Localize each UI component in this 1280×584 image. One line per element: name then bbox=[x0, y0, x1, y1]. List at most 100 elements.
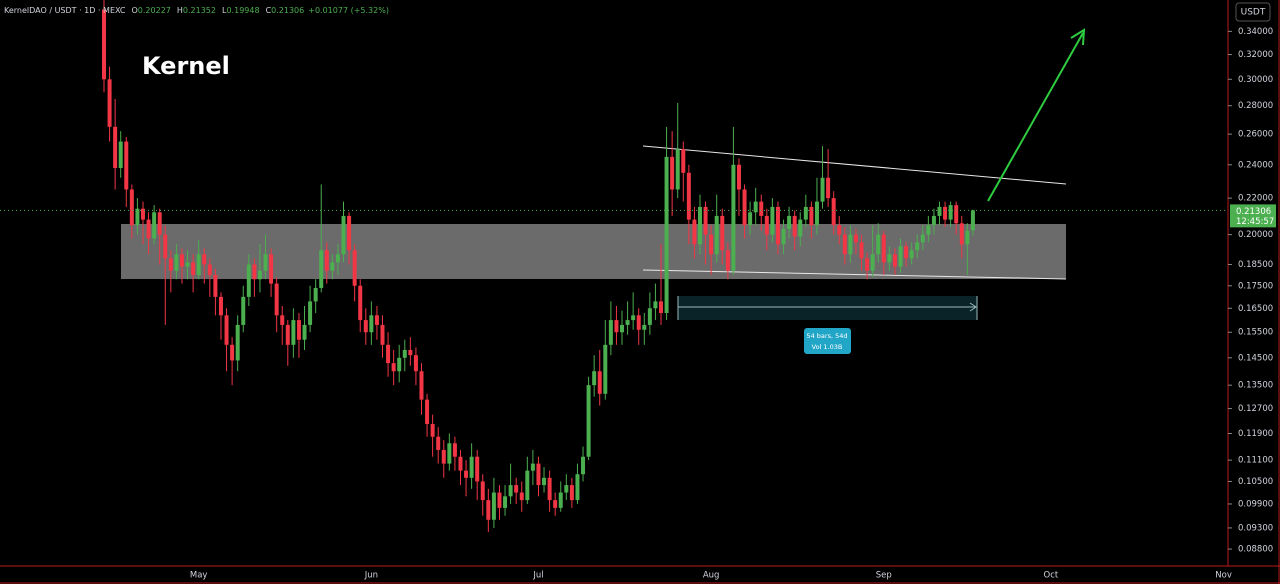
candle-body bbox=[347, 215, 352, 251]
currency-box[interactable] bbox=[1235, 2, 1271, 22]
candle-body bbox=[514, 485, 519, 493]
candle-body bbox=[475, 456, 480, 482]
x-tick-label: May bbox=[190, 571, 208, 581]
candle-body bbox=[503, 496, 508, 508]
candle-body bbox=[764, 215, 769, 235]
candle-body bbox=[625, 320, 630, 325]
candle-body bbox=[697, 206, 702, 245]
candle-body bbox=[146, 219, 151, 239]
wedge-top bbox=[642, 145, 1067, 185]
candle-body bbox=[425, 399, 430, 424]
y-tick-label: 0.14500 bbox=[1238, 353, 1273, 363]
candle-body bbox=[369, 315, 374, 333]
candle-body bbox=[965, 230, 970, 245]
ohlc-key: H bbox=[177, 6, 183, 15]
candle-body bbox=[720, 215, 725, 251]
candle-body bbox=[820, 177, 825, 202]
candle-body bbox=[452, 443, 457, 457]
candle-body bbox=[196, 254, 201, 275]
candle-body bbox=[174, 254, 179, 271]
x-tick-label: Jun bbox=[364, 571, 378, 581]
candle-body bbox=[642, 324, 647, 330]
candle-body bbox=[859, 242, 864, 259]
y-tick-label: 0.09900 bbox=[1238, 499, 1273, 509]
candle-body bbox=[246, 264, 251, 297]
candle-body bbox=[324, 250, 329, 271]
candle-body bbox=[681, 149, 686, 173]
candle-body bbox=[870, 254, 875, 271]
candle-body bbox=[129, 189, 134, 226]
measure-range bbox=[678, 296, 977, 320]
candle-body bbox=[608, 320, 613, 345]
candle-body bbox=[564, 485, 569, 493]
measure-bars: 54 bars, 54d bbox=[806, 332, 847, 340]
candle-body bbox=[358, 285, 363, 321]
candle-body bbox=[191, 262, 196, 275]
candle-body bbox=[525, 470, 530, 501]
candle-body bbox=[709, 234, 714, 255]
candle-body bbox=[664, 156, 669, 313]
y-tick-label: 0.20000 bbox=[1238, 230, 1273, 240]
candle-body bbox=[842, 234, 847, 255]
candle-body bbox=[853, 234, 858, 243]
candle-body bbox=[464, 470, 469, 478]
candle-body bbox=[113, 126, 118, 168]
candle-body bbox=[530, 463, 535, 471]
candle-body bbox=[787, 215, 792, 229]
candle-body bbox=[597, 371, 602, 394]
y-tick-label: 0.16500 bbox=[1238, 304, 1273, 314]
candle-body bbox=[341, 215, 346, 255]
candle-body bbox=[179, 254, 184, 267]
y-tick-label: 0.17500 bbox=[1238, 281, 1273, 291]
candle-body bbox=[759, 201, 764, 216]
candle-body bbox=[848, 234, 853, 255]
candle-body bbox=[692, 219, 697, 245]
y-tick-label: 0.22000 bbox=[1238, 194, 1273, 204]
candle-body bbox=[881, 234, 886, 263]
candle-body bbox=[653, 301, 658, 309]
y-tick-label: 0.11100 bbox=[1238, 456, 1273, 466]
candle-body bbox=[168, 258, 173, 271]
candle-body bbox=[731, 164, 736, 271]
candle-body bbox=[670, 156, 675, 190]
candle-body bbox=[686, 172, 691, 220]
candle-body bbox=[837, 225, 842, 235]
candle-body bbox=[508, 485, 513, 497]
candle-body bbox=[469, 456, 474, 478]
candle-body bbox=[714, 215, 719, 255]
candle-body bbox=[553, 500, 558, 508]
candle-body bbox=[397, 357, 402, 372]
candle-body bbox=[770, 206, 775, 235]
candle-body bbox=[920, 234, 925, 243]
candle-body bbox=[809, 206, 814, 226]
candle-body bbox=[374, 315, 379, 325]
candle-body bbox=[202, 254, 207, 265]
wedge-bottom bbox=[642, 269, 1067, 280]
ohlc-value: 0.19948 bbox=[226, 6, 259, 15]
candle-body bbox=[319, 250, 324, 288]
candle-body bbox=[831, 198, 836, 226]
last-price-label: 0.21306 bbox=[1236, 207, 1271, 217]
candle-body bbox=[363, 320, 368, 333]
candle-body bbox=[285, 324, 290, 345]
candle-body bbox=[614, 320, 619, 333]
candle-body bbox=[703, 206, 708, 235]
candle-body bbox=[620, 324, 625, 333]
ohlc-value: 0.21352 bbox=[183, 6, 216, 15]
currency: USDT bbox=[1241, 8, 1266, 18]
candle-body bbox=[207, 264, 212, 275]
support-zone bbox=[121, 224, 1066, 279]
y-tick-label: 0.30000 bbox=[1238, 75, 1273, 85]
candle-body bbox=[441, 449, 446, 464]
y-tick-label: 0.13500 bbox=[1238, 381, 1273, 391]
candle-body bbox=[887, 254, 892, 263]
candle-body bbox=[252, 264, 257, 280]
candle-body bbox=[436, 436, 441, 450]
candle-body bbox=[419, 371, 424, 400]
candle-body bbox=[335, 254, 340, 263]
candle-body bbox=[519, 492, 524, 501]
candle-body bbox=[636, 315, 641, 330]
last-price-box bbox=[1230, 204, 1276, 228]
candle-body bbox=[742, 189, 747, 226]
